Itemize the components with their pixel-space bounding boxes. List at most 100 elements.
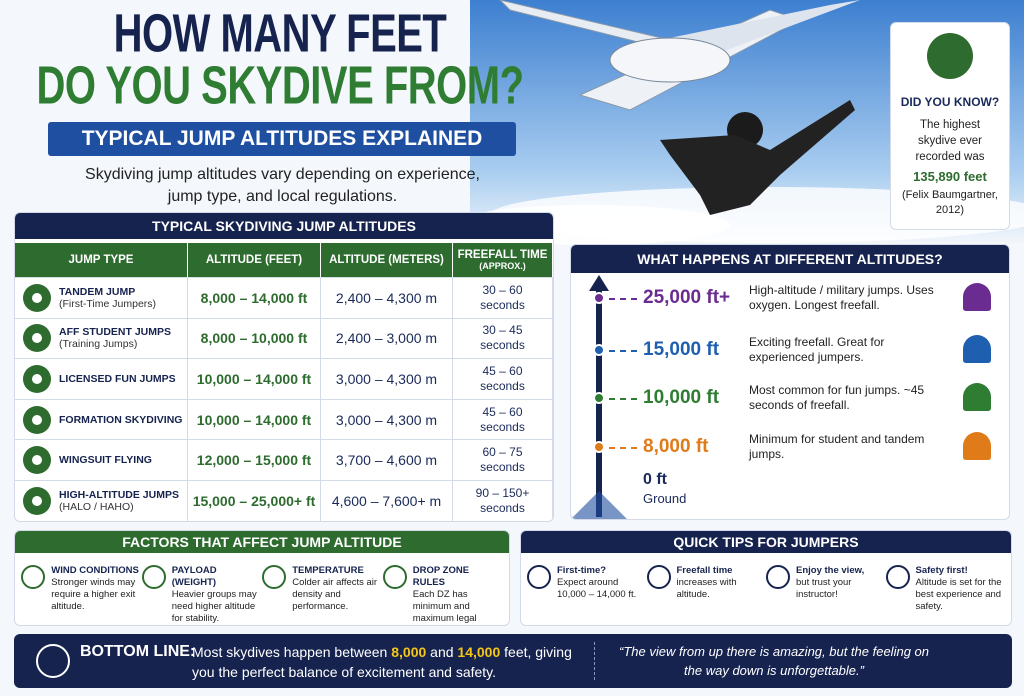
item-heading: First-time?	[557, 565, 607, 576]
jump-name: TANDEM JUMP (First-Time Jumpers)	[59, 286, 156, 310]
divider	[594, 642, 595, 680]
jump-icon	[23, 405, 51, 434]
altitude-description: Ground	[643, 491, 687, 506]
axis-dot	[593, 292, 605, 304]
freefall-time: 45 – 60 seconds	[453, 398, 553, 440]
jump-table: TYPICAL SKYDIVING JUMP ALTITUDES JUMP TY…	[14, 212, 554, 522]
item-text: TEMPERATURE Colder air affects air densit…	[292, 565, 382, 625]
freefall-time: 30 – 60 seconds	[453, 277, 553, 318]
altitude-value: 8,000 ft	[643, 436, 709, 457]
column-header: ALTITUDE (METERS)	[321, 243, 453, 277]
jump-title: TANDEM JUMP	[59, 285, 136, 298]
item-heading: WIND CONDITIONS	[51, 565, 139, 576]
quote: “The view from up there is amazing, but …	[619, 644, 929, 678]
item-heading: TEMPERATURE	[292, 565, 364, 576]
jump-icon	[23, 486, 51, 515]
dash	[609, 298, 637, 300]
altitude-feet: 15,000 – 25,000+ ft	[188, 479, 321, 521]
icon-glyph	[32, 455, 42, 466]
title-line-2: DO YOU SKYDIVE FROM?	[36, 56, 524, 116]
item-body: Stronger winds may require a higher exit…	[51, 577, 136, 612]
freefall-time: 90 – 150+ seconds	[453, 479, 553, 521]
item-heading: DROP ZONE RULES	[412, 565, 470, 588]
item-body: Altitude is set for the best experience …	[915, 577, 1002, 612]
jump-name: AFF STUDENT JUMPS (Training Jumps)	[59, 326, 171, 350]
jump-type-cell: WINGSUIT FLYING	[15, 439, 188, 480]
table-grid: JUMP TYPE ALTITUDE (FEET) ALTITUDE (METERS…	[15, 243, 553, 521]
jump-name: FORMATION SKYDIVING	[59, 414, 182, 426]
item-heading: PAYLOAD (WEIGHT)	[171, 565, 217, 588]
factors-list: WIND CONDITIONS Stronger winds may requir…	[15, 553, 509, 625]
icon-glyph	[32, 373, 42, 384]
factors-item: DROP ZONE RULES Each DZ has minimum and m…	[382, 565, 503, 625]
column-label: JUMP TYPE	[68, 254, 134, 266]
bottom-middle: and	[430, 644, 454, 660]
jump-icon	[23, 446, 51, 475]
altitude-level: 10,000 ft Most common for fun jumps. ~45 …	[571, 379, 1009, 419]
altitude-meters: 3,000 – 4,300 m	[321, 358, 453, 399]
dash	[609, 398, 637, 400]
item-text: Enjoy the view, but trust your instructor…	[796, 565, 886, 613]
dyk-note: (Felix Baumgartner, 2012)	[902, 189, 998, 216]
jump-name: HIGH-ALTITUDE JUMPS (HALO / HAHO)	[59, 489, 179, 513]
jump-type-cell: HIGH-ALTITUDE JUMPS (HALO / HAHO)	[15, 479, 188, 521]
column-label: FREEFALL TIME	[457, 249, 548, 261]
item-body: but trust your instructor!	[796, 577, 852, 600]
altitude-feet: 10,000 – 14,000 ft	[188, 358, 321, 399]
level-icon	[963, 383, 991, 411]
axis-dot	[593, 441, 605, 453]
altitude-level: 15,000 ft Exciting freefall. Great for ex…	[571, 331, 1009, 371]
altitude-feet: 8,000 – 10,000 ft	[188, 317, 321, 359]
altitude-value: 10,000 ft	[643, 387, 720, 408]
intro: Skydiving jump altitudes vary depending …	[85, 166, 480, 205]
jump-detail: (First-Time Jumpers)	[59, 297, 157, 310]
tips-item: Enjoy the view, but trust your instructor…	[766, 565, 886, 613]
icon-glyph	[32, 495, 42, 506]
title-line-1: HOW MANY FEET	[113, 4, 447, 64]
jump-title: AFF STUDENT JUMPS	[59, 326, 172, 339]
factors-item: WIND CONDITIONS Stronger winds may requir…	[21, 565, 141, 625]
table-title: TYPICAL SKYDIVING JUMP ALTITUDES	[15, 213, 553, 239]
jump-icon	[23, 324, 51, 353]
item-icon	[141, 565, 166, 589]
tips-item: Freefall time increases with altitude.	[646, 565, 767, 613]
column-header: ALTITUDE (FEET)	[188, 243, 321, 277]
column-header: JUMP TYPE	[15, 243, 188, 277]
altitudes-panel: WHAT HAPPENS AT DIFFERENT ALTITUDES? 25,…	[570, 244, 1010, 520]
altitude-feet: 8,000 – 14,000 ft	[188, 277, 321, 318]
axis-dot	[593, 392, 605, 404]
freefall-time: 60 – 75 seconds	[453, 439, 553, 480]
bottom-before: Most skydives happen between	[192, 644, 388, 660]
item-text: Freefall time increases with altitude.	[677, 565, 767, 613]
factors-title: FACTORS THAT AFFECT JUMP ALTITUDE	[15, 531, 509, 553]
item-icon	[766, 565, 790, 589]
altitudes-title: WHAT HAPPENS AT DIFFERENT ALTITUDES?	[571, 245, 1009, 273]
altitude-description: Exciting freefall. Great for experienced…	[749, 335, 885, 364]
altitude-description: High-altitude / military jumps. Uses oxy…	[749, 283, 934, 312]
bottom-high: 14,000	[457, 644, 501, 660]
tips-title: QUICK TIPS FOR JUMPERS	[521, 531, 1011, 553]
level-icon	[963, 335, 991, 363]
bottom-label: BOTTOM LINE:	[80, 643, 196, 660]
dyk-text: The highest skydive ever recorded was	[915, 119, 985, 163]
bottom-line: BOTTOM LINE: Most skydives happen betwee…	[14, 634, 1012, 688]
jump-title: FORMATION SKYDIVING	[59, 413, 183, 426]
item-heading: Safety first!	[915, 565, 968, 576]
altitude-value: 15,000 ft	[643, 339, 720, 360]
icon-glyph	[32, 414, 42, 425]
freefall-time: 30 – 45 seconds	[453, 317, 553, 359]
altitude-value: 0 ft	[643, 471, 667, 488]
item-body: Expect around 10,000 – 14,000 ft.	[557, 577, 637, 600]
bottom-text: Most skydives happen between 8,000 and 1…	[192, 642, 572, 682]
dash	[609, 447, 637, 449]
column-header: FREEFALL TIME (APPROX.)	[453, 243, 553, 277]
altitude-level: 25,000 ft+ High-altitude / military jumps…	[571, 279, 1009, 319]
level-icon	[963, 283, 991, 311]
item-body: Heavier groups may need higher altitude …	[171, 589, 257, 624]
altitude-description: Minimum for student and tandem jumps.	[749, 432, 925, 461]
item-text: Safety first! Altitude is set for the bes…	[916, 565, 1006, 613]
parachute-icon	[36, 644, 70, 678]
item-heading: Freefall time	[676, 565, 733, 576]
jump-type-cell: LICENSED FUN JUMPS	[15, 358, 188, 399]
icon-glyph	[32, 292, 42, 303]
